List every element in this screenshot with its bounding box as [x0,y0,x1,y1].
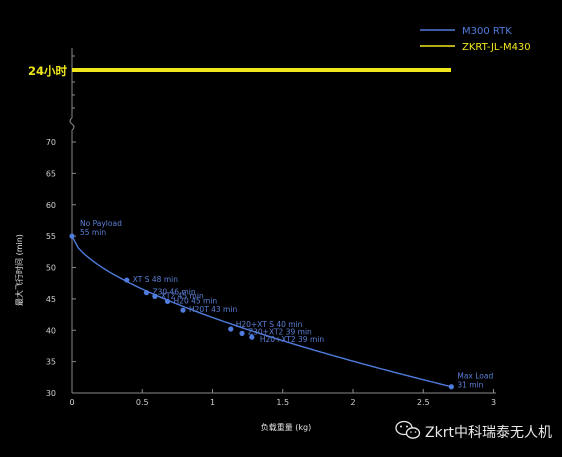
point-label: 31 min [457,381,483,390]
x-ticks: 0 0.5 1 1.5 2 2.5 3 [69,389,496,407]
x-tick-label: 3 [491,398,496,407]
y-tick-label: 45 [46,295,56,304]
point-label: XT2 45 min [161,291,204,300]
point-label: No Payload [80,219,122,228]
data-point [239,330,245,336]
x-tick-label: 2.5 [417,398,430,407]
point-label: H20+XT2 39 min [260,335,325,344]
point-label: 55 min [80,228,106,237]
x-tick-label: 0.5 [136,398,149,407]
y-tick-label: 60 [46,201,56,210]
point-label: Z30+XT2 39 min [248,327,312,336]
wechat-icon [395,420,421,439]
point-label: H20T 43 min [189,305,237,314]
watermark-text: Zkrt中科瑞泰无人机 [425,425,552,441]
y-axis-title: 最大飞行时间 (min) [14,234,24,306]
legend-label-zkrt: ZKRT-JL-M430 [462,42,531,53]
point-label: Max Load [457,372,493,381]
y-tick-label: 70 [46,138,56,147]
data-point [143,290,150,296]
point-label: Z30 46 min [152,288,195,297]
x-tick-label: 2 [350,398,355,407]
point-label: XT S 48 min [133,275,178,284]
data-point [124,277,130,283]
data-point [180,307,186,313]
data-point [448,384,454,390]
legend: M300 RTK ZKRT-JL-M430 [420,26,531,53]
legend-label-m300: M300 RTK [462,26,512,37]
watermark: Zkrt中科瑞泰无人机 [395,420,552,441]
m300-series-line [71,235,452,388]
data-point [249,334,255,340]
y-tick-label: 35 [46,358,56,367]
zkrt-reference-label: 24小时 [28,64,68,78]
y-tick-label: 40 [46,326,56,335]
point-label: H20+XT S 40 min [236,320,303,329]
data-point [152,293,158,299]
y-tick-label: 30 [46,389,56,398]
x-tick-label: 1 [210,398,215,407]
data-point [164,298,171,304]
y-tick-label: 55 [46,232,56,241]
data-point [228,326,234,332]
y-tick-label: 50 [46,264,56,273]
x-tick-label: 0 [69,398,74,407]
x-axis-title: 负载重量 (kg) [261,422,312,432]
x-tick-label: 1.5 [276,398,289,407]
data-point [69,233,75,239]
y-tick-label: 65 [46,169,56,178]
y-ticks: 30 35 40 45 50 55 60 65 70 [46,138,76,398]
point-label: H20 45 min [174,296,218,305]
y-axis-break-icon [69,117,75,131]
